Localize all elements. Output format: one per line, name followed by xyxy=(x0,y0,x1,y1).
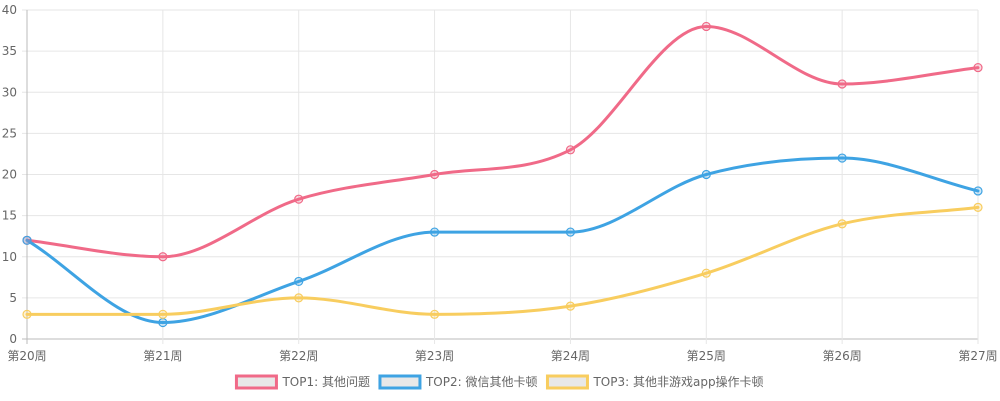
x-tick-label: 第22周 xyxy=(279,349,318,363)
series-line-3 xyxy=(25,205,980,316)
data-point[interactable] xyxy=(158,309,168,319)
legend-swatch xyxy=(234,374,278,390)
legend: TOP1: 其他问题 TOP2: 微信其他卡顿 TOP3: 其他非游戏app操作卡顿 xyxy=(234,374,764,390)
data-point[interactable] xyxy=(158,252,168,262)
data-point[interactable] xyxy=(701,169,711,180)
data-point[interactable] xyxy=(837,153,847,163)
legend-swatch xyxy=(378,374,422,390)
x-tick-label: 第20周 xyxy=(7,349,46,363)
y-tick-label: 25 xyxy=(2,126,17,140)
y-tick-label: 10 xyxy=(2,250,17,264)
data-point[interactable] xyxy=(565,227,576,237)
legend-item-1[interactable]: TOP1: 其他问题 xyxy=(234,374,370,390)
data-point[interactable] xyxy=(158,317,168,328)
legend-label: TOP2: 微信其他卡顿 xyxy=(425,375,538,389)
y-tick-label: 20 xyxy=(2,168,17,182)
series-line-2 xyxy=(25,156,980,325)
data-point[interactable] xyxy=(837,219,847,229)
data-point[interactable] xyxy=(429,309,440,319)
data-point[interactable] xyxy=(973,186,983,196)
y-tick-label: 15 xyxy=(2,209,17,223)
legend-label: TOP1: 其他问题 xyxy=(281,375,370,389)
y-tick-label: 5 xyxy=(9,291,17,305)
x-tick-label: 第23周 xyxy=(415,349,454,363)
y-tick-label: 0 xyxy=(9,332,17,346)
x-tick-label: 第27周 xyxy=(958,349,997,363)
data-point[interactable] xyxy=(294,276,304,287)
data-point[interactable] xyxy=(973,62,983,73)
data-point[interactable] xyxy=(294,194,304,204)
data-point[interactable] xyxy=(701,21,711,32)
data-point[interactable] xyxy=(294,293,304,303)
legend-item-2[interactable]: TOP2: 微信其他卡顿 xyxy=(378,374,538,390)
data-points xyxy=(22,21,983,328)
data-point[interactable] xyxy=(565,145,576,155)
data-point[interactable] xyxy=(22,309,32,319)
x-tick-label: 第24周 xyxy=(551,349,590,363)
legend-label: TOP3: 其他非游戏app操作卡顿 xyxy=(592,374,763,389)
x-tick-label: 第25周 xyxy=(687,349,726,363)
data-point[interactable] xyxy=(701,268,711,278)
y-tick-label: 35 xyxy=(2,44,17,58)
legend-swatch xyxy=(545,374,589,390)
data-point[interactable] xyxy=(429,169,440,180)
series-line-1 xyxy=(25,24,980,259)
y-tick-label: 40 xyxy=(2,3,17,17)
x-tick-label: 第21周 xyxy=(143,349,182,363)
data-point[interactable] xyxy=(565,301,576,311)
grid xyxy=(22,9,979,344)
axes: 0 5 10 15 20 25 30 35 40 第20周 第21周 第22周 第23周 第24周 第25周… xyxy=(2,3,998,363)
data-point[interactable] xyxy=(429,227,440,237)
data-point[interactable] xyxy=(22,235,32,245)
series-lines xyxy=(25,24,980,325)
legend-item-3[interactable]: TOP3: 其他非游戏app操作卡顿 xyxy=(545,374,764,390)
data-point[interactable] xyxy=(837,79,847,89)
data-point[interactable] xyxy=(973,202,983,212)
y-tick-label: 30 xyxy=(2,85,17,99)
x-tick-label: 第26周 xyxy=(823,349,862,363)
